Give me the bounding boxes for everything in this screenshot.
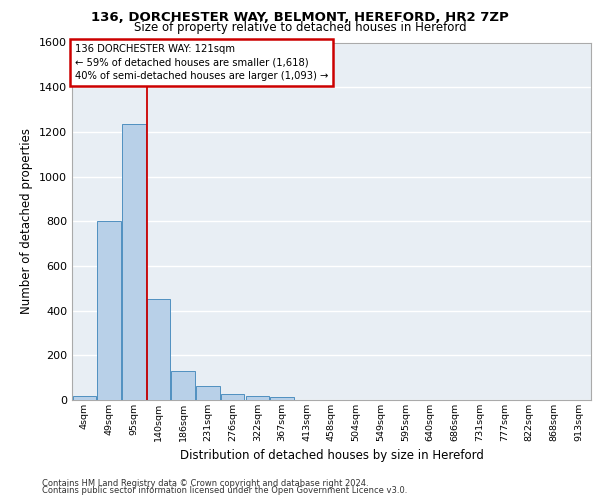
Bar xyxy=(73,396,96,400)
Bar xyxy=(147,300,170,400)
Text: Size of property relative to detached houses in Hereford: Size of property relative to detached ho… xyxy=(134,22,466,35)
X-axis label: Distribution of detached houses by size in Hereford: Distribution of detached houses by size … xyxy=(179,450,484,462)
Bar xyxy=(245,396,269,400)
Bar xyxy=(196,386,220,400)
Text: 136, DORCHESTER WAY, BELMONT, HEREFORD, HR2 7ZP: 136, DORCHESTER WAY, BELMONT, HEREFORD, … xyxy=(91,11,509,24)
Bar xyxy=(97,221,121,400)
Text: 136 DORCHESTER WAY: 121sqm
← 59% of detached houses are smaller (1,618)
40% of s: 136 DORCHESTER WAY: 121sqm ← 59% of deta… xyxy=(74,44,328,80)
Text: Contains public sector information licensed under the Open Government Licence v3: Contains public sector information licen… xyxy=(42,486,407,495)
Bar xyxy=(221,394,244,400)
Text: Contains HM Land Registry data © Crown copyright and database right 2024.: Contains HM Land Registry data © Crown c… xyxy=(42,478,368,488)
Y-axis label: Number of detached properties: Number of detached properties xyxy=(20,128,34,314)
Bar xyxy=(271,396,294,400)
Bar xyxy=(122,124,146,400)
Bar xyxy=(172,371,195,400)
